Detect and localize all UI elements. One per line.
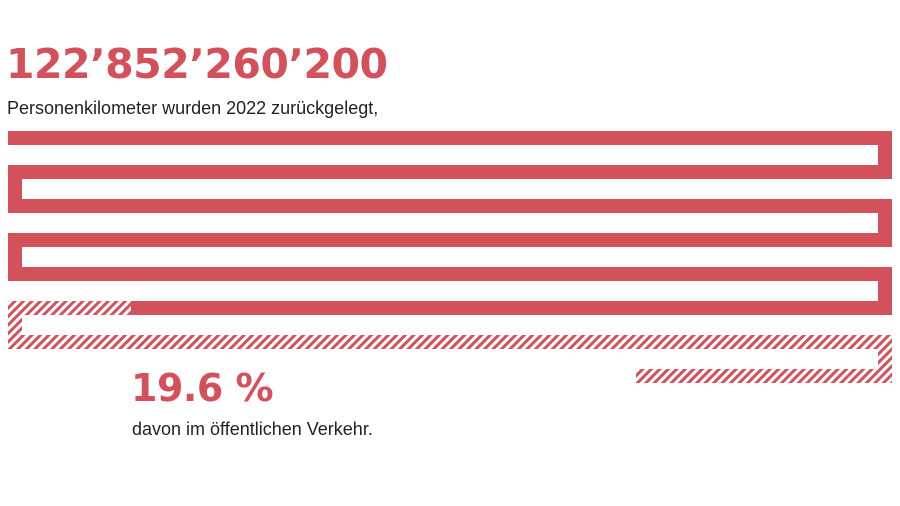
public-transport-share-caption: davon im öffentlichen Verkehr. — [132, 419, 373, 439]
public-transport-share-value: 19.6 % — [131, 366, 274, 410]
share-turn-6 — [8, 315, 22, 335]
share-lane-8 — [636, 369, 892, 383]
share-lane-6 — [8, 301, 132, 315]
public-transport-bar — [8, 301, 892, 383]
total-kilometers-caption: Personenkilometer wurden 2022 zurückgele… — [7, 98, 379, 118]
total-kilometers-value: 122’852’260’200 — [6, 40, 388, 88]
bar-lane-6 — [8, 301, 892, 315]
share-turn-7 — [878, 349, 892, 369]
bar-lane-1 — [8, 131, 892, 145]
share-lane-7 — [8, 335, 892, 349]
bar-lane-4 — [8, 233, 892, 247]
bar-lane-3 — [8, 199, 892, 213]
bar-lane-5 — [8, 267, 892, 281]
bar-lane-2 — [8, 165, 892, 179]
